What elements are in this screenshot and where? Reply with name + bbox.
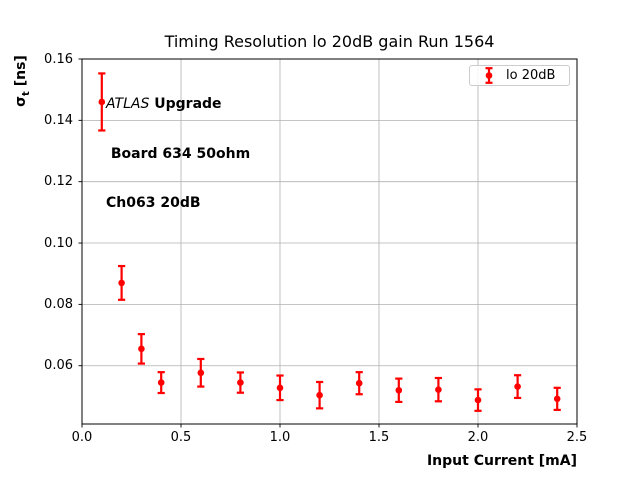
annotation-line-3: Ch063 20dB [106, 195, 201, 211]
x-tick-label: 1.5 [368, 430, 390, 445]
y-tick-label: 0.14 [44, 112, 73, 128]
y-axis-label-symbol: σ [13, 95, 29, 107]
data-point [138, 345, 145, 353]
legend-label: lo 20dB [506, 68, 556, 83]
x-tick-label: 2.5 [566, 430, 588, 445]
y-tick-label: 0.12 [44, 174, 73, 190]
data-point [197, 369, 205, 377]
annotation-upgrade: Upgrade [149, 96, 222, 112]
data-point [395, 386, 403, 394]
chart-title: Timing Resolution lo 20dB gain Run 1564 [164, 32, 495, 51]
legend: lo 20dB [469, 65, 570, 86]
data-point [514, 383, 521, 390]
annotation-line-2: Board 634 50ohm [106, 145, 251, 162]
x-tick-label: 0.0 [71, 430, 93, 445]
data-point [355, 379, 363, 387]
axes-spines [81, 58, 578, 425]
y-axis-label-unit: [ns] [13, 55, 29, 92]
annotation-line-1: ATLAS Upgrade [106, 96, 250, 113]
y-axis-label-subscript: t [20, 91, 32, 96]
data-point [237, 379, 244, 386]
x-tick-label: 0.5 [170, 430, 192, 445]
y-tick-label: 0.10 [44, 235, 73, 251]
x-tick-label: 1.0 [269, 430, 291, 445]
legend-errorbar-icon [485, 67, 493, 84]
data-point [157, 379, 165, 386]
data-point [553, 395, 561, 403]
data-point [474, 396, 482, 404]
y-tick-label: 0.06 [44, 358, 73, 374]
data-point [276, 384, 284, 392]
data-point [316, 391, 323, 399]
y-tick-label: 0.16 [44, 51, 73, 67]
annotation-text: ATLAS Upgrade Board 634 50ohm Ch063 20dB [106, 63, 250, 245]
annotation-atlas: ATLAS [106, 96, 150, 112]
data-point [118, 279, 125, 287]
data-point [435, 386, 442, 393]
data-point [98, 98, 106, 106]
y-tick-label: 0.08 [44, 296, 73, 312]
x-axis-label: Input Current [mA] [426, 453, 577, 469]
x-tick-label: 2.0 [467, 430, 489, 445]
